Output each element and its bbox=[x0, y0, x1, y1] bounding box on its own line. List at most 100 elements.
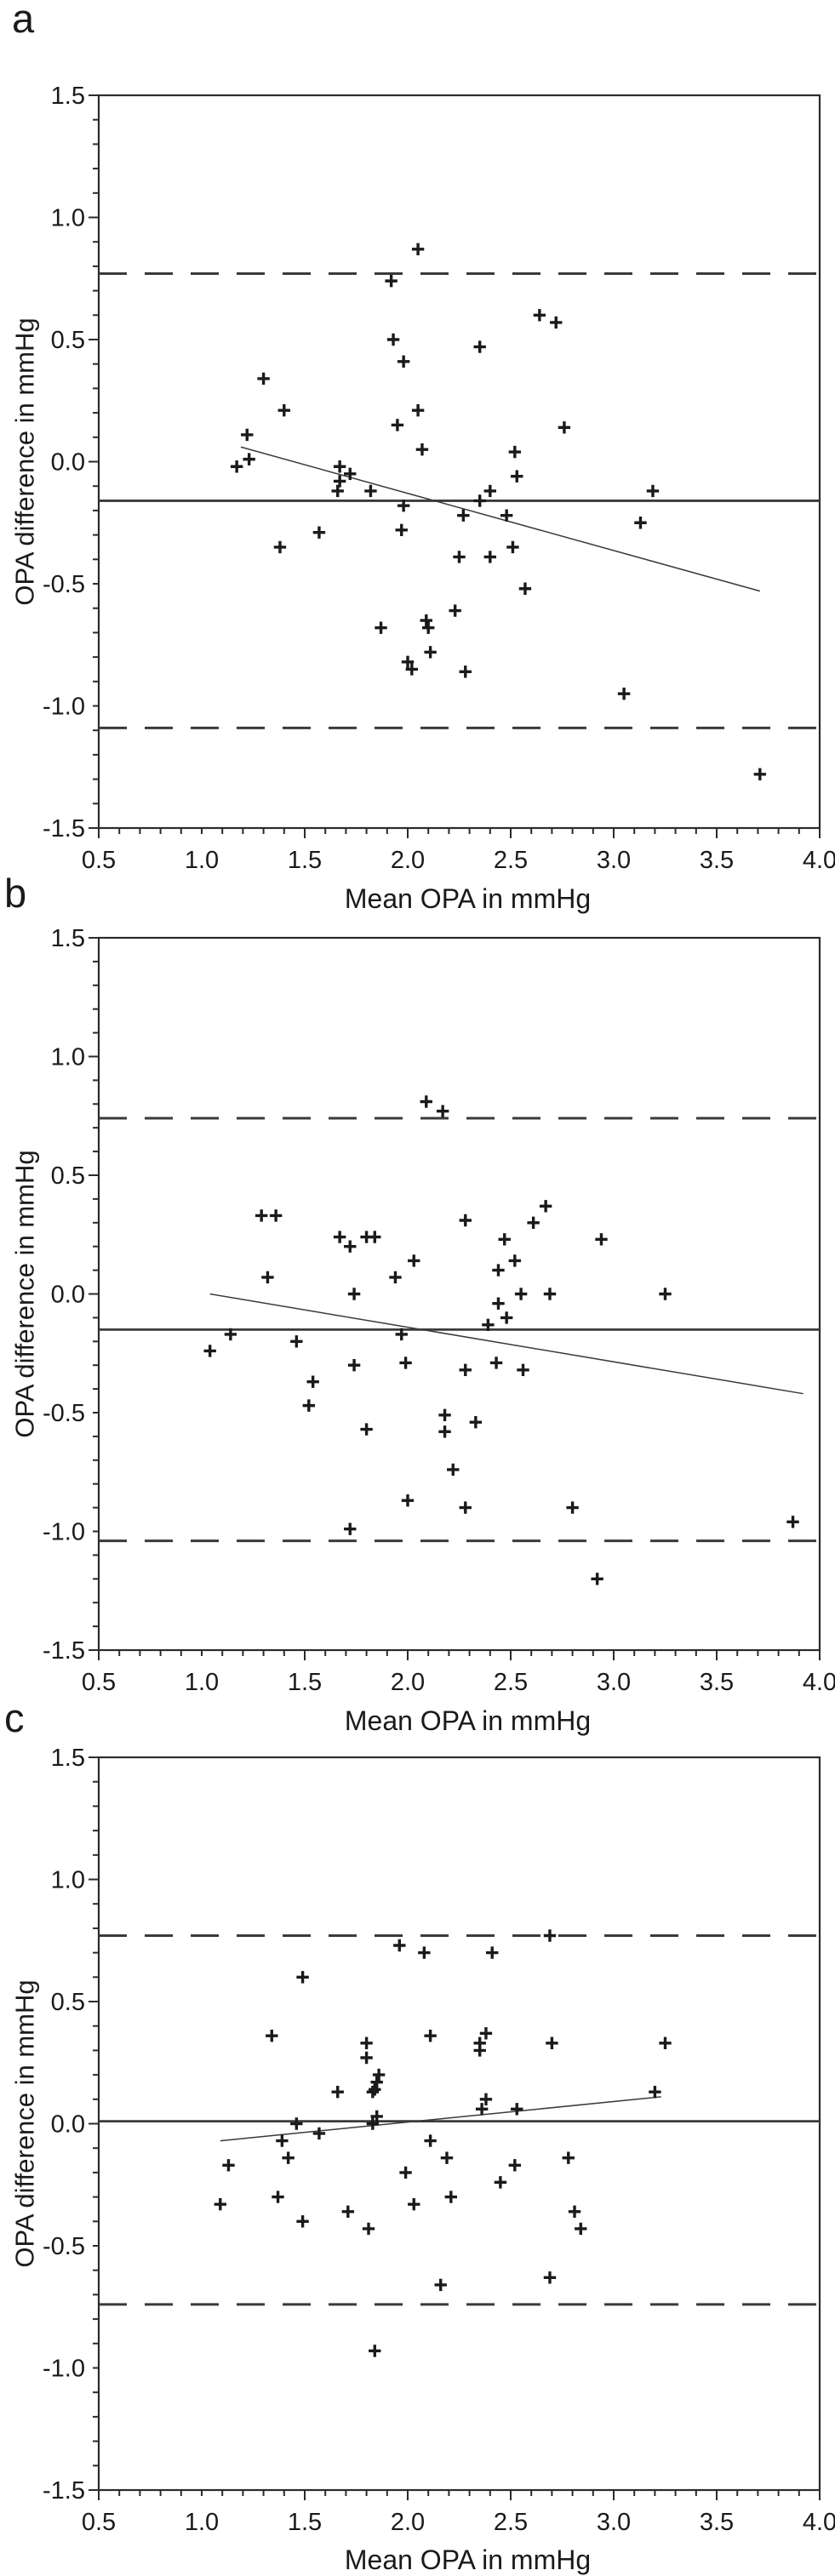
y-tick-label: 1.5 bbox=[51, 1745, 85, 1772]
plus-marker bbox=[753, 768, 767, 781]
plus-marker bbox=[444, 2190, 458, 2203]
plus-marker bbox=[436, 1105, 449, 1117]
plus-marker bbox=[483, 551, 496, 563]
plus-marker bbox=[266, 2029, 278, 2042]
plus-marker bbox=[424, 646, 437, 659]
x-tick-label: 2.5 bbox=[494, 2509, 528, 2536]
plus-marker bbox=[558, 421, 571, 434]
data-points bbox=[214, 1929, 672, 2357]
y-tick-label: -1.0 bbox=[43, 2356, 85, 2383]
y-tick-label: 0.5 bbox=[51, 1162, 85, 1190]
y-tick-label: 0.5 bbox=[51, 327, 85, 354]
y-tick-label: -1.5 bbox=[43, 815, 85, 842]
plus-marker bbox=[306, 1375, 319, 1388]
plus-marker bbox=[401, 1494, 415, 1507]
x-tick-label: 3.0 bbox=[597, 847, 631, 874]
plus-marker bbox=[543, 1288, 557, 1300]
plus-marker bbox=[508, 1254, 522, 1267]
plus-marker bbox=[617, 687, 631, 700]
plus-marker bbox=[508, 2159, 522, 2172]
plus-marker bbox=[393, 1939, 406, 1952]
plus-marker bbox=[333, 460, 346, 473]
plus-marker bbox=[459, 1363, 472, 1376]
plus-marker bbox=[296, 2215, 309, 2228]
plus-marker bbox=[492, 1297, 505, 1310]
plus-marker bbox=[243, 453, 255, 466]
plus-marker bbox=[366, 2085, 380, 2099]
plus-marker bbox=[511, 2103, 523, 2116]
plus-marker bbox=[214, 2198, 226, 2211]
plot-frame bbox=[97, 94, 821, 830]
plus-marker bbox=[389, 1271, 402, 1284]
plus-marker bbox=[302, 1399, 316, 1412]
y-tick-label: 0.0 bbox=[51, 1282, 85, 1309]
plus-marker bbox=[440, 2151, 454, 2164]
plus-marker bbox=[296, 1971, 309, 1984]
x-tick-label: 0.5 bbox=[82, 1669, 116, 1696]
y-tick-label: 1.0 bbox=[51, 1044, 85, 1071]
plus-marker bbox=[438, 1408, 451, 1421]
x-tick-label: 1.0 bbox=[185, 2509, 219, 2536]
y-axis-title-b: OPA difference in mmHg bbox=[9, 1150, 40, 1438]
x-tick-label: 1.5 bbox=[288, 1669, 322, 1696]
plus-marker bbox=[508, 445, 522, 459]
plus-marker bbox=[282, 2151, 295, 2164]
plus-marker bbox=[241, 428, 254, 442]
plus-marker bbox=[459, 1214, 472, 1227]
plus-marker bbox=[659, 1288, 672, 1300]
x-tick-label: 4.0 bbox=[803, 2509, 835, 2536]
plus-marker bbox=[257, 372, 270, 386]
regression-line bbox=[209, 1293, 804, 1395]
y-tick-label: -1.5 bbox=[43, 1637, 85, 1665]
plus-marker bbox=[659, 2036, 672, 2049]
x-tick-label: 1.5 bbox=[288, 847, 322, 874]
y-tick-label: 1.5 bbox=[51, 925, 85, 952]
x-tick-label: 2.5 bbox=[494, 1669, 528, 1696]
plot-frame bbox=[97, 1756, 821, 2492]
x-tick-label: 2.5 bbox=[494, 847, 528, 874]
regression-line bbox=[220, 2096, 661, 2142]
plus-marker bbox=[415, 443, 429, 456]
plus-marker bbox=[420, 614, 432, 627]
plus-marker bbox=[405, 663, 419, 676]
plus-marker bbox=[347, 1288, 361, 1300]
plus-marker bbox=[370, 2110, 383, 2123]
plus-marker bbox=[391, 419, 404, 431]
plus-marker bbox=[514, 1288, 528, 1300]
plus-marker bbox=[422, 621, 435, 634]
y-tick-label: 0.0 bbox=[51, 449, 85, 477]
x-tick-label: 2.0 bbox=[391, 2509, 425, 2536]
plus-marker bbox=[375, 621, 387, 634]
plus-marker bbox=[494, 2176, 507, 2189]
plus-marker bbox=[411, 404, 425, 417]
plus-marker bbox=[276, 2134, 289, 2147]
plus-marker bbox=[546, 2036, 558, 2049]
x-tick-label: 0.5 bbox=[82, 2509, 116, 2536]
plus-marker bbox=[397, 499, 410, 512]
plus-marker bbox=[506, 540, 519, 554]
plus-marker bbox=[473, 340, 486, 353]
x-axis-title-a: Mean OPA in mmHg bbox=[344, 883, 592, 914]
plus-marker bbox=[473, 2044, 486, 2057]
x-tick-label: 3.5 bbox=[700, 1669, 734, 1696]
x-tick-label: 3.5 bbox=[700, 2509, 734, 2536]
x-tick-label: 3.0 bbox=[597, 2509, 631, 2536]
plus-marker bbox=[543, 2271, 557, 2284]
plus-marker bbox=[370, 2076, 383, 2088]
plus-marker bbox=[517, 1363, 529, 1376]
plus-marker bbox=[408, 1254, 420, 1267]
data-points bbox=[230, 243, 767, 781]
x-tick-label: 3.0 bbox=[597, 1669, 631, 1696]
plus-marker bbox=[482, 1318, 495, 1331]
plus-marker bbox=[634, 517, 647, 529]
plus-marker bbox=[591, 1573, 603, 1585]
y-tick-label: -1.0 bbox=[43, 694, 85, 721]
panel-label-b: b bbox=[4, 871, 27, 916]
x-tick-label: 1.0 bbox=[185, 847, 219, 874]
plus-marker bbox=[203, 1345, 216, 1357]
plus-marker bbox=[420, 1095, 432, 1108]
y-tick-label: 0.5 bbox=[51, 1989, 85, 2016]
panel-a: 0.5 1.0 1.5 2.0 2.5 3.0 3.5 4.0 1.5 1.0 0.5 0.0 -0.5… bbox=[43, 83, 835, 874]
plus-marker bbox=[469, 1415, 483, 1429]
